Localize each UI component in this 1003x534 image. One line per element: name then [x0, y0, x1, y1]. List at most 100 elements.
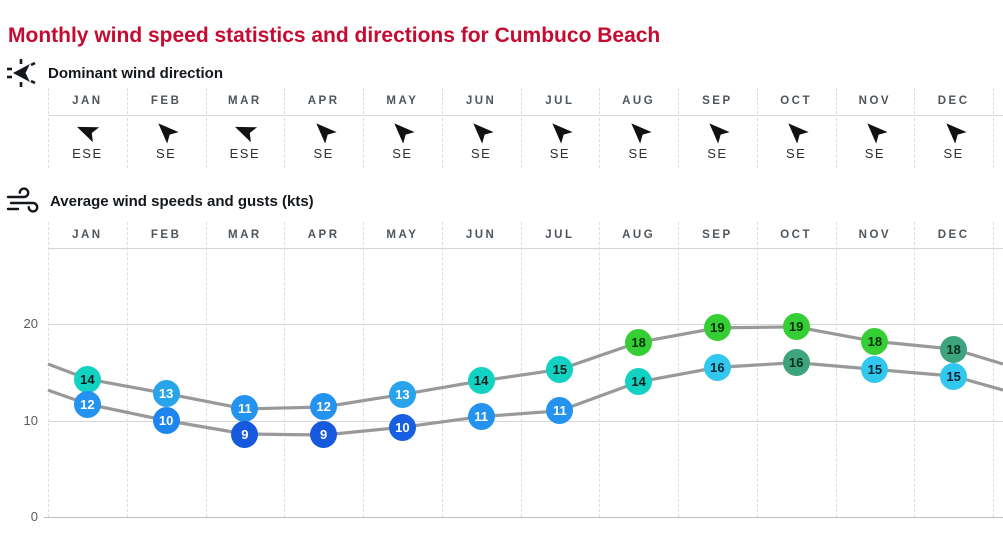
chart-month-header-oct: OCT — [780, 229, 813, 241]
vertical-gridline — [126, 222, 128, 517]
column-separator — [756, 118, 758, 168]
y-axis-tick-20: 20 — [23, 316, 38, 331]
speed-section-title: Average wind speeds and gusts (kts) — [50, 192, 314, 210]
data-point-wind-apr: 12 — [310, 393, 338, 421]
chart-month-header-may: MAY — [386, 229, 419, 241]
wind-direction-arrow-icon — [547, 118, 573, 144]
wind-direction-arrow-icon — [389, 118, 416, 144]
month-header-apr: APR — [307, 95, 340, 107]
month-header-jul: JUL — [545, 95, 575, 107]
column-separator — [914, 118, 916, 168]
wind-direction-arrow-icon — [941, 118, 967, 144]
month-header-nov: NOV — [858, 95, 892, 107]
wind-direction-arrow-icon — [862, 118, 888, 144]
column-separator — [205, 118, 207, 168]
vertical-gridline — [835, 222, 837, 517]
vertical-gridline — [599, 222, 601, 517]
chart-month-header-feb: FEB — [150, 229, 182, 241]
column-separator — [126, 118, 128, 168]
month-header-dec: DEC — [937, 95, 970, 107]
chart-month-header-dec: DEC — [937, 229, 970, 241]
month-header-aug: AUG — [622, 95, 656, 107]
data-point-average-jan: 12 — [73, 390, 101, 418]
direction-label: SE — [707, 146, 728, 161]
wind-direction-arrow-icon — [153, 118, 179, 144]
data-point-average-dec: 15 — [940, 362, 968, 390]
month-header-mar: MAR — [228, 95, 262, 107]
page-title: Monthly wind speed statistics and direct… — [8, 24, 661, 48]
data-point-average-apr: 9 — [310, 421, 338, 449]
wind-direction-arrow-icon — [468, 118, 494, 144]
chart-month-header-jan: JAN — [72, 229, 103, 241]
series-lines — [47, 325, 1003, 437]
direction-cell-apr: SE — [284, 88, 363, 168]
column-separator — [599, 88, 601, 114]
column-separator — [993, 88, 994, 114]
direction-label: SE — [313, 146, 334, 161]
column-separator — [284, 88, 286, 114]
data-point-wind-jan: 14 — [73, 365, 101, 393]
direction-label: SE — [785, 146, 807, 161]
wind-direction-arrow-icon — [783, 118, 809, 144]
chart-month-header-aug: AUG — [622, 229, 656, 241]
data-point-average-may: 10 — [388, 413, 416, 441]
direction-label: SE — [943, 146, 964, 161]
data-point-wind-mar: 11 — [231, 395, 259, 423]
wind-direction-arrow-icon — [704, 118, 731, 144]
direction-section-header: Dominant wind direction — [4, 56, 223, 90]
data-point-average-nov: 15 — [861, 355, 889, 383]
x-axis-line — [44, 517, 1003, 518]
direction-label: ESE — [229, 146, 261, 161]
column-separator — [48, 88, 49, 114]
vertical-gridline — [48, 222, 49, 517]
column-separator — [678, 88, 679, 114]
wind-gusts-icon — [4, 184, 40, 218]
column-separator — [441, 88, 443, 114]
direction-cell-oct: SE — [757, 88, 836, 168]
y-axis-tick-0: 0 — [30, 509, 38, 524]
speed-section-header: Average wind speeds and gusts (kts) — [4, 184, 314, 218]
chart-month-header-nov: NOV — [858, 229, 892, 241]
data-point-wind-jul: 15 — [546, 355, 574, 383]
wind-direction-arrow-icon — [311, 118, 337, 144]
wind-direction-arrow-icon — [232, 118, 258, 144]
column-separator — [599, 118, 601, 168]
month-header-feb: FEB — [150, 95, 182, 107]
chart-header-underline — [48, 248, 1003, 249]
direction-cell-dec: SE — [914, 88, 993, 168]
column-separator — [756, 88, 758, 114]
chart-month-header-mar: MAR — [228, 229, 262, 241]
direction-cell-nov: SE — [836, 88, 915, 168]
column-separator — [914, 88, 916, 114]
wind-direction-arrow-icon — [74, 118, 100, 144]
gridline-y-10 — [48, 420, 1003, 422]
wind-speed-chart: JAN FEB MAR APR MAY JUN JUL AUG SEP OCT NOV DEC 0 10 2… — [0, 222, 1003, 534]
direction-label: SE — [549, 146, 571, 161]
column-separator — [835, 118, 837, 168]
vertical-gridline — [363, 222, 364, 517]
dominant-wind-direction-table: JAN ESE FEB SE MAR ESE APR SE MAY SE JUN SE JUL SE AUG… — [0, 88, 1003, 168]
chart-month-header-jun: JUN — [465, 229, 497, 241]
direction-cell-aug: SE — [599, 88, 678, 168]
wind-direction-arrow-icon — [626, 118, 652, 144]
column-separator — [205, 88, 207, 114]
column-separator — [520, 118, 522, 168]
direction-label: SE — [628, 146, 649, 161]
y-axis-tick-10: 10 — [23, 412, 38, 428]
direction-cell-jul: SE — [521, 88, 600, 168]
direction-cell-jun: SE — [442, 88, 521, 168]
data-point-wind-sep: 19 — [703, 314, 731, 342]
direction-cell-mar: ESE — [206, 88, 285, 168]
month-header-may: MAY — [386, 95, 419, 107]
direction-cell-feb: SE — [127, 88, 206, 168]
data-point-average-sep: 16 — [703, 353, 731, 381]
direction-label: SE — [155, 146, 177, 161]
direction-label: SE — [470, 146, 492, 161]
data-point-average-jul: 11 — [546, 397, 574, 425]
column-separator — [284, 118, 286, 168]
column-separator — [441, 118, 443, 168]
chart-month-header-sep: SEP — [702, 229, 733, 241]
column-separator — [126, 88, 128, 114]
vertical-gridline — [914, 222, 916, 517]
